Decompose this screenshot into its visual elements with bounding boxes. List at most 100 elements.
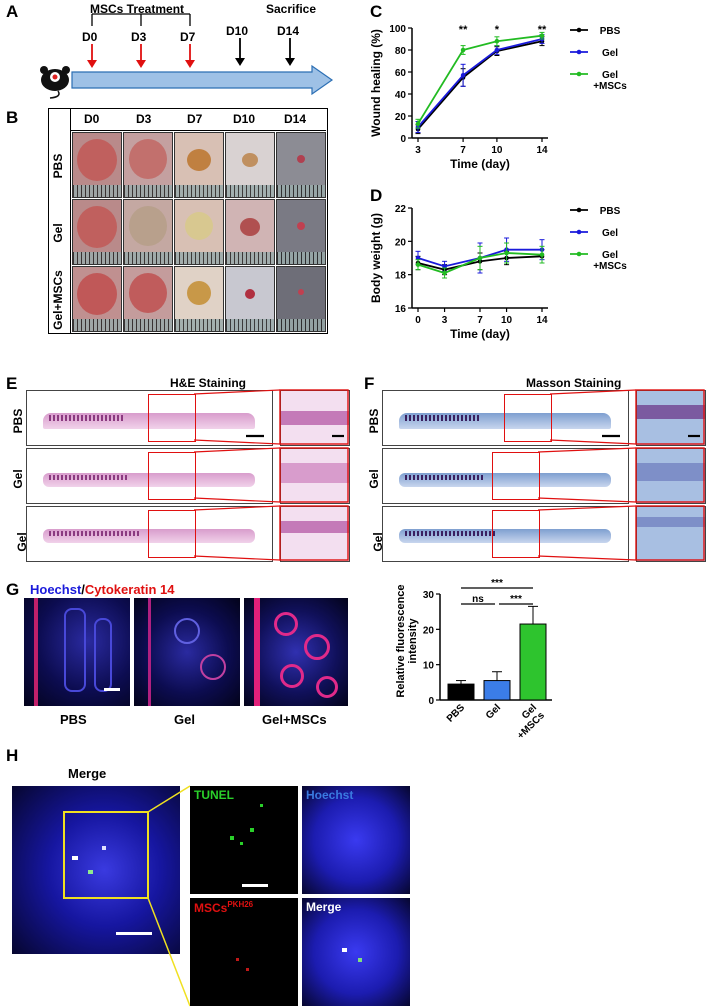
y-tick-label: 0 xyxy=(400,134,406,145)
y-axis-title: Relative fluorescenceintensity xyxy=(395,584,419,697)
y-tick-label: 30 xyxy=(423,590,435,601)
series-line xyxy=(417,40,543,130)
significance-mark: * xyxy=(495,24,500,36)
g-label-gel: Gel xyxy=(174,712,195,727)
zoom-box xyxy=(148,452,196,500)
panel-label-c: C xyxy=(370,2,383,21)
he-staining-panel: PBS Gel Gel +MSCs xyxy=(0,388,350,574)
fluorescence-image-pbs xyxy=(24,598,130,706)
col-d3: D3 xyxy=(136,112,152,126)
wound-photo xyxy=(276,132,326,198)
y-tick-label: 22 xyxy=(395,204,407,215)
y-tick-label: 40 xyxy=(395,90,407,101)
wound-photo xyxy=(123,266,173,332)
wound-photo xyxy=(72,266,122,332)
legend-label: Gel xyxy=(602,48,618,59)
column-header-row xyxy=(70,108,326,131)
zoom-box xyxy=(492,510,540,558)
wound-healing-chart: 0 20 40 60 80 100 3 7 10 14 Time (day) Wound healin… xyxy=(370,24,627,171)
he-zoom xyxy=(280,390,350,446)
g-label-gel-mscs: Gel+MSCs xyxy=(262,712,327,727)
panel-label-a: A xyxy=(6,2,19,21)
col-d0: D0 xyxy=(84,112,100,126)
he-title: H&E Staining xyxy=(170,376,247,390)
hoechst-label: Hoechst xyxy=(306,788,354,802)
row-label-gel: Gel xyxy=(51,223,65,243)
day-label-d7: D7 xyxy=(180,30,196,44)
x-tick-label: 0 xyxy=(415,315,421,326)
wound-photo xyxy=(174,266,224,332)
y-tick-label: 16 xyxy=(395,304,407,315)
panel-label-e: E xyxy=(6,374,18,393)
fluorescence-bar-chart: 0 10 20 30 Relative fluorescenceintensity PBS… xyxy=(395,578,552,742)
x-tick-label: 10 xyxy=(501,315,513,326)
data-point xyxy=(415,121,421,126)
y-tick-label: 80 xyxy=(395,46,407,57)
wound-photo xyxy=(72,199,122,265)
significance-label: *** xyxy=(510,594,522,605)
mscs-label: MSCsPKH26 xyxy=(194,900,253,915)
wound-photo xyxy=(225,266,275,332)
fluorescence-image-gel xyxy=(134,598,240,706)
panel-label-h: H xyxy=(6,746,19,765)
x-tick-label: 7 xyxy=(477,315,483,326)
significance-label: ns xyxy=(472,594,484,605)
y-tick-label: 20 xyxy=(395,112,407,123)
timeline-svg xyxy=(40,13,334,99)
x-tick-label: Gel+MSCs xyxy=(508,702,548,742)
x-tick-label: 7 xyxy=(460,145,466,156)
day-label-d10: D10 xyxy=(226,24,249,38)
mouse-icon xyxy=(40,66,70,99)
he-section xyxy=(26,390,273,446)
series-line xyxy=(417,34,543,125)
wound-photo xyxy=(225,199,275,265)
data-point xyxy=(460,73,466,78)
y-tick-label: 60 xyxy=(395,68,407,79)
data-point xyxy=(442,270,447,276)
body-weight-chart: 16 18 20 22 0 3 7 10 14 Time (day) Body weight (g)… xyxy=(370,204,627,341)
g-label-pbs: PBS xyxy=(60,712,87,727)
panel-label-b: B xyxy=(6,108,19,127)
masson-section xyxy=(382,448,629,504)
masson-title: Masson Staining xyxy=(526,376,622,390)
wound-photo xyxy=(174,199,224,265)
x-tick-label: 10 xyxy=(491,145,503,156)
y-tick-label: 0 xyxy=(428,696,434,707)
legend-marker xyxy=(576,27,582,33)
col-d10: D10 xyxy=(233,112,256,126)
legend-label: PBS xyxy=(600,206,621,217)
zoom-box xyxy=(148,394,196,442)
panel-label-f: F xyxy=(364,374,375,393)
bar xyxy=(447,683,475,701)
hoechst-image xyxy=(302,786,410,894)
g-title: Hoechst/Cytokeratin 14 xyxy=(30,582,175,597)
data-point xyxy=(415,262,421,267)
day-label-d3: D3 xyxy=(131,30,147,44)
he-section xyxy=(26,506,273,562)
wound-photo-grid: D0 D3 D7 D10 D14 PBS Gel Gel+MSCs xyxy=(48,108,328,334)
row-label-gel-mscs: Gel+MSCs xyxy=(51,270,65,330)
panel-label-g: G xyxy=(6,580,20,599)
row-label-pbs: PBS xyxy=(51,153,65,179)
treatment-label: MSCs Treatment xyxy=(90,2,185,16)
data-point xyxy=(504,250,509,256)
data-point xyxy=(460,47,466,53)
col-d14: D14 xyxy=(284,112,307,126)
day-label-d14: D14 xyxy=(277,24,300,38)
g-title-sep: / xyxy=(81,582,85,597)
significance-label: *** xyxy=(491,578,503,589)
legend-marker xyxy=(576,71,582,77)
zoom-box xyxy=(148,510,196,558)
x-tick-label: 3 xyxy=(442,315,448,326)
significance-mark: ** xyxy=(459,24,468,36)
data-point xyxy=(442,264,447,269)
fluorescence-image-gel-mscs xyxy=(244,598,348,706)
h-zoom-overlay xyxy=(63,785,191,1007)
wound-photo xyxy=(276,199,326,265)
wound-photo xyxy=(225,132,275,198)
he-zoom xyxy=(280,448,350,504)
zoom-box xyxy=(492,452,540,500)
x-axis-title: Time (day) xyxy=(450,327,510,341)
y-tick-label: 10 xyxy=(423,661,435,672)
tunel-label: TUNEL xyxy=(194,788,234,802)
